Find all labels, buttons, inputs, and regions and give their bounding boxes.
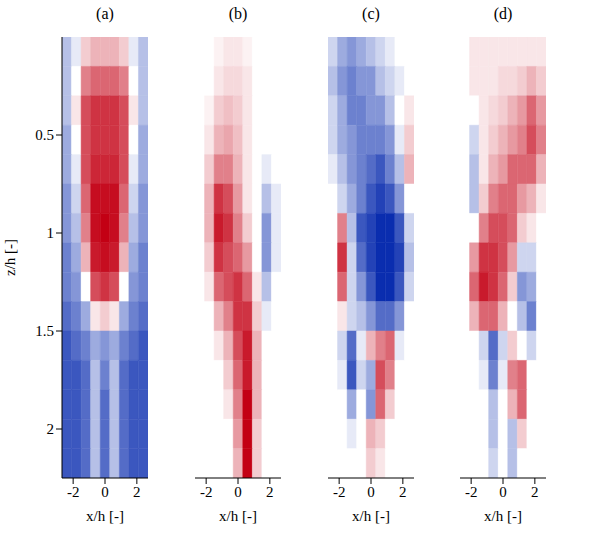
svg-text:2: 2 [531,484,539,500]
svg-text:x/h [-]: x/h [-] [484,508,522,524]
svg-text:x/h [-]: x/h [-] [86,508,124,524]
svg-text:0: 0 [101,484,109,500]
svg-text:x/h [-]: x/h [-] [219,508,257,524]
svg-text:-2: -2 [465,484,478,500]
svg-text:1.5: 1.5 [35,323,54,339]
svg-text:2: 2 [133,484,141,500]
svg-text:0: 0 [234,484,242,500]
html-text:(c): (c) [362,5,380,22]
svg-text:0.5: 0.5 [35,127,54,143]
svg-text:z/h [-]: z/h [-] [2,239,18,276]
svg-text:2: 2 [399,484,407,500]
svg-text:2: 2 [47,421,55,437]
svg-text:-2: -2 [200,484,213,500]
svg-text:0: 0 [367,484,375,500]
svg-text:2: 2 [266,484,274,500]
html-text:(a): (a) [96,5,114,22]
svg-text:x/h [-]: x/h [-] [352,508,390,524]
svg-text:1: 1 [47,225,55,241]
svg-text:0: 0 [499,484,507,500]
svg-text:-2: -2 [333,484,346,500]
html-text:(d): (d) [493,5,513,22]
html-text:(b): (b) [228,5,248,22]
svg-text:-2: -2 [67,484,80,500]
